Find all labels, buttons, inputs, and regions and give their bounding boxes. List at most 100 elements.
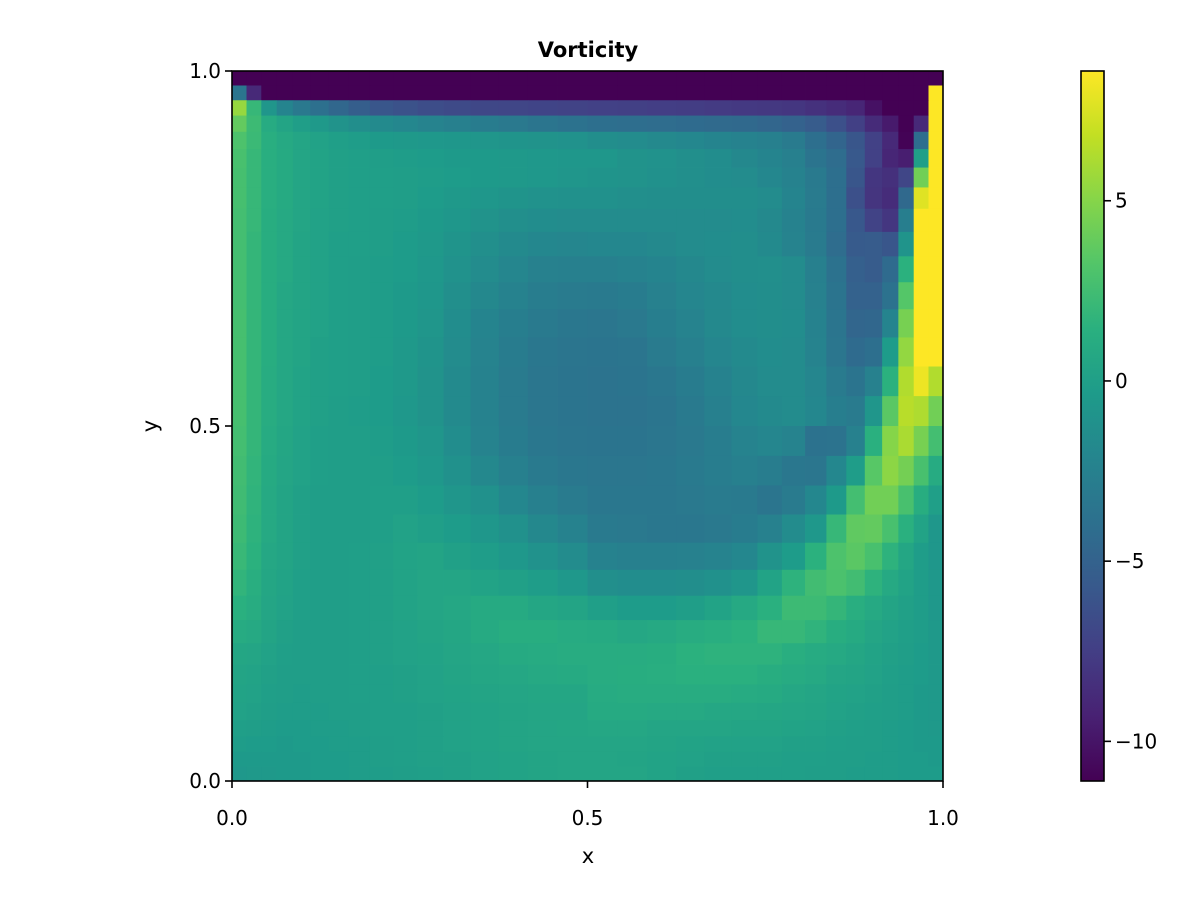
heatmap-cell: [369, 485, 394, 515]
heatmap-cell: [882, 485, 899, 515]
heatmap-cell: [704, 231, 732, 257]
heatmap-cell: [864, 115, 883, 133]
heatmap-cell: [261, 366, 278, 397]
heatmap-cell: [704, 736, 732, 753]
heatmap-cell: [292, 309, 311, 338]
heatmap-cell: [328, 514, 350, 544]
heatmap-cell: [846, 569, 866, 597]
heatmap-cell: [617, 208, 648, 233]
heatmap-cell: [557, 514, 588, 544]
heatmap-cell: [369, 664, 394, 685]
heatmap-cell: [232, 167, 247, 188]
heatmap-cell: [527, 100, 558, 116]
heatmap-cell: [587, 643, 618, 665]
heatmap-cell: [348, 167, 371, 188]
heatmap-cell: [757, 595, 783, 621]
heatmap-cell: [647, 256, 677, 283]
heatmap-cell: [704, 309, 732, 338]
heatmap-cell: [310, 337, 330, 367]
heatmap-cell: [369, 455, 394, 486]
heatmap-cell: [617, 702, 648, 721]
heatmap-cell: [246, 71, 262, 86]
heatmap-cell: [731, 309, 758, 338]
heatmap-cell: [443, 208, 472, 233]
heatmap-cell: [676, 337, 705, 367]
heatmap-cell: [805, 85, 827, 101]
heatmap-cell: [928, 426, 944, 457]
heatmap-cell: [704, 542, 732, 571]
heatmap-cell: [276, 85, 294, 101]
heatmap-cell: [781, 115, 806, 133]
heatmap-cell: [417, 85, 444, 101]
heatmap-cell: [348, 514, 371, 544]
heatmap-cell: [328, 256, 350, 283]
heatmap-cell: [704, 620, 732, 644]
heatmap-cell: [557, 542, 588, 571]
heatmap-cell: [928, 149, 944, 168]
heatmap-cell: [676, 85, 705, 101]
heatmap-cell: [898, 71, 915, 86]
heatmap-cell: [246, 620, 262, 644]
heatmap-cell: [348, 455, 371, 486]
heatmap-cell: [864, 569, 883, 597]
heatmap-cell: [369, 337, 394, 367]
heatmap-cell: [310, 766, 330, 782]
heatmap-cell: [913, 366, 929, 397]
heatmap-cell: [617, 426, 648, 457]
y-axis-label: y: [138, 420, 162, 432]
heatmap-cell: [805, 455, 827, 486]
heatmap-cell: [276, 485, 294, 515]
heatmap-cell: [757, 569, 783, 597]
heatmap-cell: [864, 396, 883, 427]
heatmap-cell: [882, 396, 899, 427]
heatmap-cell: [676, 542, 705, 571]
heatmap-cell: [846, 337, 866, 367]
heatmap-cell: [232, 71, 247, 86]
heatmap-cell: [470, 71, 500, 86]
heatmap-cell: [617, 149, 648, 168]
heatmap-cell: [246, 231, 262, 257]
heatmap-cell: [393, 736, 418, 753]
heatmap-cell: [261, 684, 278, 704]
heatmap-cell: [292, 766, 311, 782]
heatmap-cell: [781, 720, 806, 737]
heatmap-cell: [393, 455, 418, 486]
heatmap-cell: [913, 736, 929, 753]
heatmap-cell: [276, 569, 294, 597]
heatmap-cell: [587, 337, 618, 367]
heatmap-cell: [328, 231, 350, 257]
heatmap-cell: [527, 736, 558, 753]
heatmap-cell: [393, 751, 418, 767]
heatmap-cell: [246, 282, 262, 310]
heatmap-cell: [781, 485, 806, 515]
heatmap-cell: [232, 595, 247, 621]
heatmap-cell: [417, 187, 444, 210]
heatmap-cell: [928, 455, 944, 486]
heatmap-cell: [328, 309, 350, 338]
heatmap-cell: [587, 684, 618, 704]
heatmap-cell: [757, 366, 783, 397]
heatmap-cell: [928, 167, 944, 188]
heatmap-cell: [846, 643, 866, 665]
heatmap-cell: [928, 85, 944, 101]
heatmap-cell: [826, 85, 847, 101]
heatmap-cell: [369, 569, 394, 597]
heatmap-cell: [246, 396, 262, 427]
heatmap-cell: [928, 337, 944, 367]
heatmap-cell: [261, 208, 278, 233]
heatmap-cell: [913, 766, 929, 782]
heatmap-cell: [292, 231, 311, 257]
heatmap-cell: [292, 149, 311, 168]
heatmap-cell: [882, 282, 899, 310]
heatmap-cell: [846, 256, 866, 283]
heatmap-cell: [647, 702, 677, 721]
heatmap-cell: [781, 569, 806, 597]
heatmap-cell: [864, 187, 883, 210]
heatmap-cell: [527, 208, 558, 233]
heatmap-cell: [928, 231, 944, 257]
heatmap-cell: [704, 282, 732, 310]
heatmap-cell: [846, 736, 866, 753]
heatmap-cell: [676, 256, 705, 283]
x-tick-label: 1.0: [927, 806, 959, 830]
colorbar-tick-label: 0: [1115, 369, 1128, 393]
